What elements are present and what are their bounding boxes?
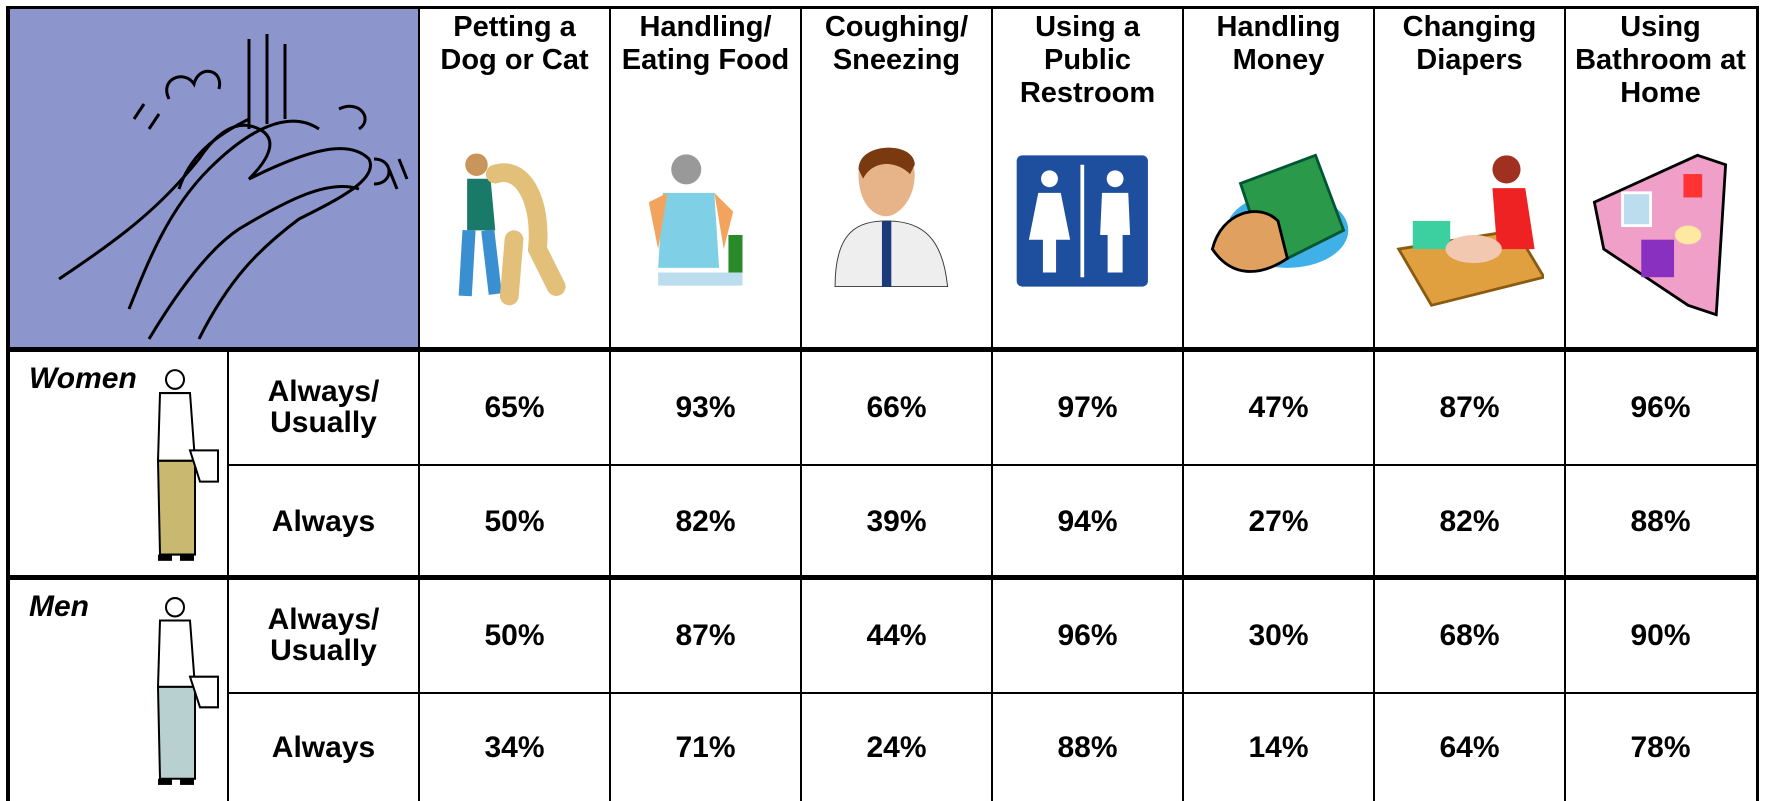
value-cell: 90%	[1630, 618, 1691, 652]
value-cell: 30%	[1248, 618, 1309, 652]
value-cell: 71%	[675, 730, 736, 764]
value-cell: 50%	[484, 618, 545, 652]
column-header: Using a Public Restroom	[1019, 11, 1156, 109]
header-divider	[9, 347, 1756, 352]
column-header: Handling Money	[1216, 11, 1341, 76]
icon-art	[834, 147, 949, 288]
col-line	[991, 9, 993, 801]
col-line	[609, 9, 611, 801]
column-icon	[1585, 140, 1735, 330]
person-figure	[140, 595, 220, 789]
column-header: Changing Diapers	[1402, 11, 1537, 76]
column-header: Petting a Dog or Cat	[440, 11, 589, 76]
col-line	[1373, 9, 1375, 801]
value-cell: 96%	[1630, 390, 1691, 424]
value-cell: 47%	[1248, 390, 1309, 424]
group-label: Women	[29, 362, 137, 395]
col-line	[418, 9, 420, 801]
col-line	[800, 9, 802, 801]
value-cell: 50%	[484, 504, 545, 538]
row-label: Always	[271, 730, 376, 764]
value-cell: 64%	[1439, 730, 1500, 764]
right-border	[1756, 6, 1759, 801]
column-icon	[821, 140, 971, 330]
value-cell: 82%	[675, 504, 736, 538]
value-cell: 27%	[1248, 504, 1309, 538]
value-cell: 88%	[1057, 730, 1118, 764]
value-cell: 88%	[1630, 504, 1691, 538]
col-line	[1564, 9, 1566, 801]
row-label: Always	[271, 504, 376, 538]
value-cell: 68%	[1439, 618, 1500, 652]
value-cell: 94%	[1057, 504, 1118, 538]
value-cell: 14%	[1248, 730, 1309, 764]
col-line	[227, 349, 229, 801]
row-label: Always/ Usually	[267, 375, 380, 439]
value-cell: 93%	[675, 390, 736, 424]
column-icon	[1203, 140, 1353, 330]
value-cell: 97%	[1057, 390, 1118, 424]
value-cell: 44%	[866, 618, 927, 652]
value-cell: 87%	[675, 618, 736, 652]
icon-art	[458, 153, 566, 306]
column-header: Using Bathroom at Home	[1575, 11, 1746, 109]
icon-art	[1016, 155, 1148, 287]
icon-art	[1396, 155, 1547, 307]
group-label: Men	[29, 590, 89, 623]
value-cell: 34%	[484, 730, 545, 764]
column-icon	[1394, 140, 1547, 330]
value-cell: 87%	[1439, 390, 1500, 424]
value-cell: 66%	[866, 390, 927, 424]
icon-art	[648, 154, 743, 286]
value-cell: 78%	[1630, 730, 1691, 764]
left-border	[6, 6, 10, 801]
group-divider	[9, 575, 1756, 580]
column-icon	[630, 140, 780, 330]
row-label: Always/ Usually	[267, 603, 380, 667]
value-cell: 96%	[1057, 618, 1118, 652]
figure-art	[156, 597, 219, 785]
value-cell: 24%	[866, 730, 927, 764]
top-border	[9, 6, 1756, 9]
person-figure	[140, 367, 220, 565]
handwashing-banner	[9, 9, 419, 349]
icon-art	[1210, 153, 1349, 273]
column-header: Handling/ Eating Food	[621, 11, 790, 76]
value-cell: 39%	[866, 504, 927, 538]
figure-art	[156, 369, 219, 561]
icon-art	[1592, 153, 1728, 317]
column-icon	[1012, 140, 1162, 330]
column-header: Coughing/ Sneezing	[824, 11, 969, 76]
column-icon	[439, 140, 589, 330]
value-cell: 65%	[484, 390, 545, 424]
value-cell: 82%	[1439, 504, 1500, 538]
hands-illustration	[58, 34, 409, 340]
col-line	[1182, 9, 1184, 801]
